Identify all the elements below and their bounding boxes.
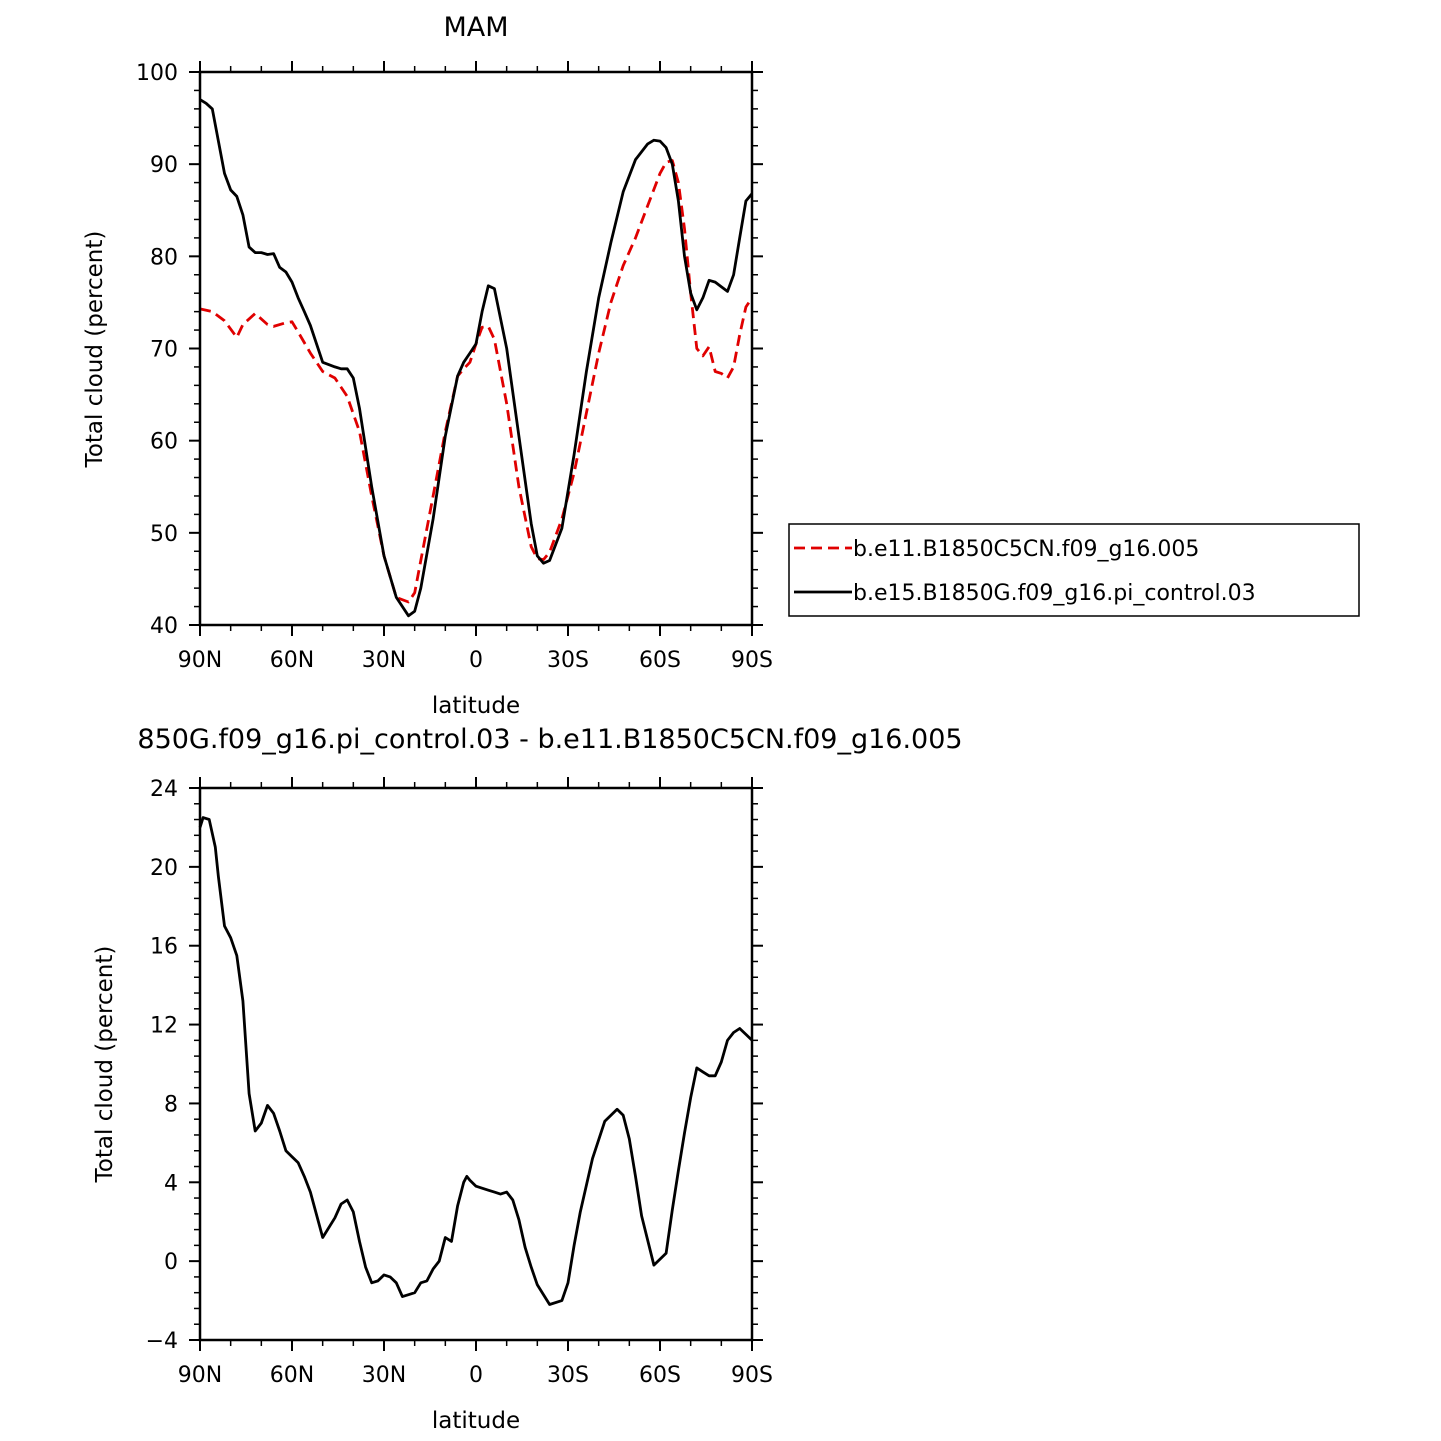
bottom-plot-y-tick-label: 0 — [164, 1250, 178, 1275]
bottom-plot-x-tick-label: 90N — [178, 1363, 222, 1388]
bottom-plot-x-tick-label: 60N — [270, 1363, 314, 1388]
bottom-plot-y-tick-label: −4 — [146, 1329, 178, 1354]
top-plot-panel: MAM 90N 60N 30N 0 30S 60S 90S 40 50 60 70 80 90 100 l… — [82, 12, 773, 719]
bottom-plot-panel: 850G.f09_g16.pi_control.03 - b.e11.B1850… — [92, 724, 963, 1434]
bottom-plot-series-line-1 — [198, 816, 753, 1306]
bottom-plot-curves — [198, 816, 753, 1306]
top-plot-x-tick-label: 60N — [270, 648, 314, 673]
bottom-plot-y-axis-title: Total cloud (percent) — [92, 946, 118, 1184]
bottom-plot-x-tick-label: 30N — [362, 1363, 406, 1388]
bottom-plot-x-tick-label: 60S — [639, 1363, 681, 1388]
legend-label-series-1: b.e11.B1850C5CN.f09_g16.005 — [853, 537, 1199, 562]
top-plot-y-axis-title: Total cloud (percent) — [82, 231, 108, 469]
bottom-plot-y-tick-label: 12 — [150, 1014, 178, 1039]
top-plot-series-line-2 — [199, 98, 754, 618]
top-plot-x-tick-label: 0 — [469, 648, 483, 673]
bottom-plot-x-axis-title: latitude — [432, 1408, 520, 1434]
top-plot-x-tick-label: 90N — [178, 648, 222, 673]
bottom-plot-frame — [198, 786, 754, 1342]
top-plot-y-tick-label: 50 — [150, 522, 178, 547]
top-plot-curves — [199, 98, 754, 618]
bottom-plot-y-tick-label: 20 — [150, 856, 178, 881]
top-plot-y-tick-label: 100 — [136, 61, 178, 86]
bottom-plot-title: 850G.f09_g16.pi_control.03 - b.e11.B1850… — [137, 724, 962, 755]
top-plot-title: MAM — [443, 12, 508, 43]
top-plot-y-tick-label: 60 — [150, 430, 178, 455]
top-plot-x-axis-title: latitude — [432, 693, 520, 719]
top-plot-x-tick-label: 90S — [731, 648, 773, 673]
bottom-plot-x-tick-label: 90S — [731, 1363, 773, 1388]
legend: b.e11.B1850C5CN.f09_g16.005 b.e15.B1850G… — [788, 523, 1360, 617]
bottom-plot-y-tick-label: 4 — [164, 1171, 178, 1196]
top-plot-y-tick-label: 80 — [150, 245, 178, 270]
top-plot-y-tick-label: 40 — [150, 614, 178, 639]
top-plot-series-line-1 — [199, 159, 754, 604]
bottom-plot-x-tick-label: 0 — [469, 1363, 483, 1388]
bottom-plot-axes: 90N 60N 30N 0 30S 60S 90S −4 0 4 8 12 16 20 24 — [146, 777, 773, 1388]
bottom-plot-y-tick-label: 16 — [150, 935, 178, 960]
legend-label-series-2: b.e15.B1850G.f09_g16.pi_control.03 — [853, 581, 1256, 606]
bottom-plot-y-tick-label: 8 — [164, 1092, 178, 1117]
top-plot-y-tick-label: 70 — [150, 338, 178, 363]
bottom-plot-y-tick-label: 24 — [150, 777, 178, 802]
top-plot-y-tick-label: 90 — [150, 153, 178, 178]
top-plot-x-tick-label: 30S — [547, 648, 589, 673]
bottom-plot-x-tick-label: 30S — [547, 1363, 589, 1388]
legend-box — [788, 523, 1360, 617]
top-plot-axes: 90N 60N 30N 0 30S 60S 90S 40 50 60 70 80 90 100 — [136, 61, 773, 673]
top-plot-x-tick-label: 30N — [362, 648, 406, 673]
top-plot-x-tick-label: 60S — [639, 648, 681, 673]
